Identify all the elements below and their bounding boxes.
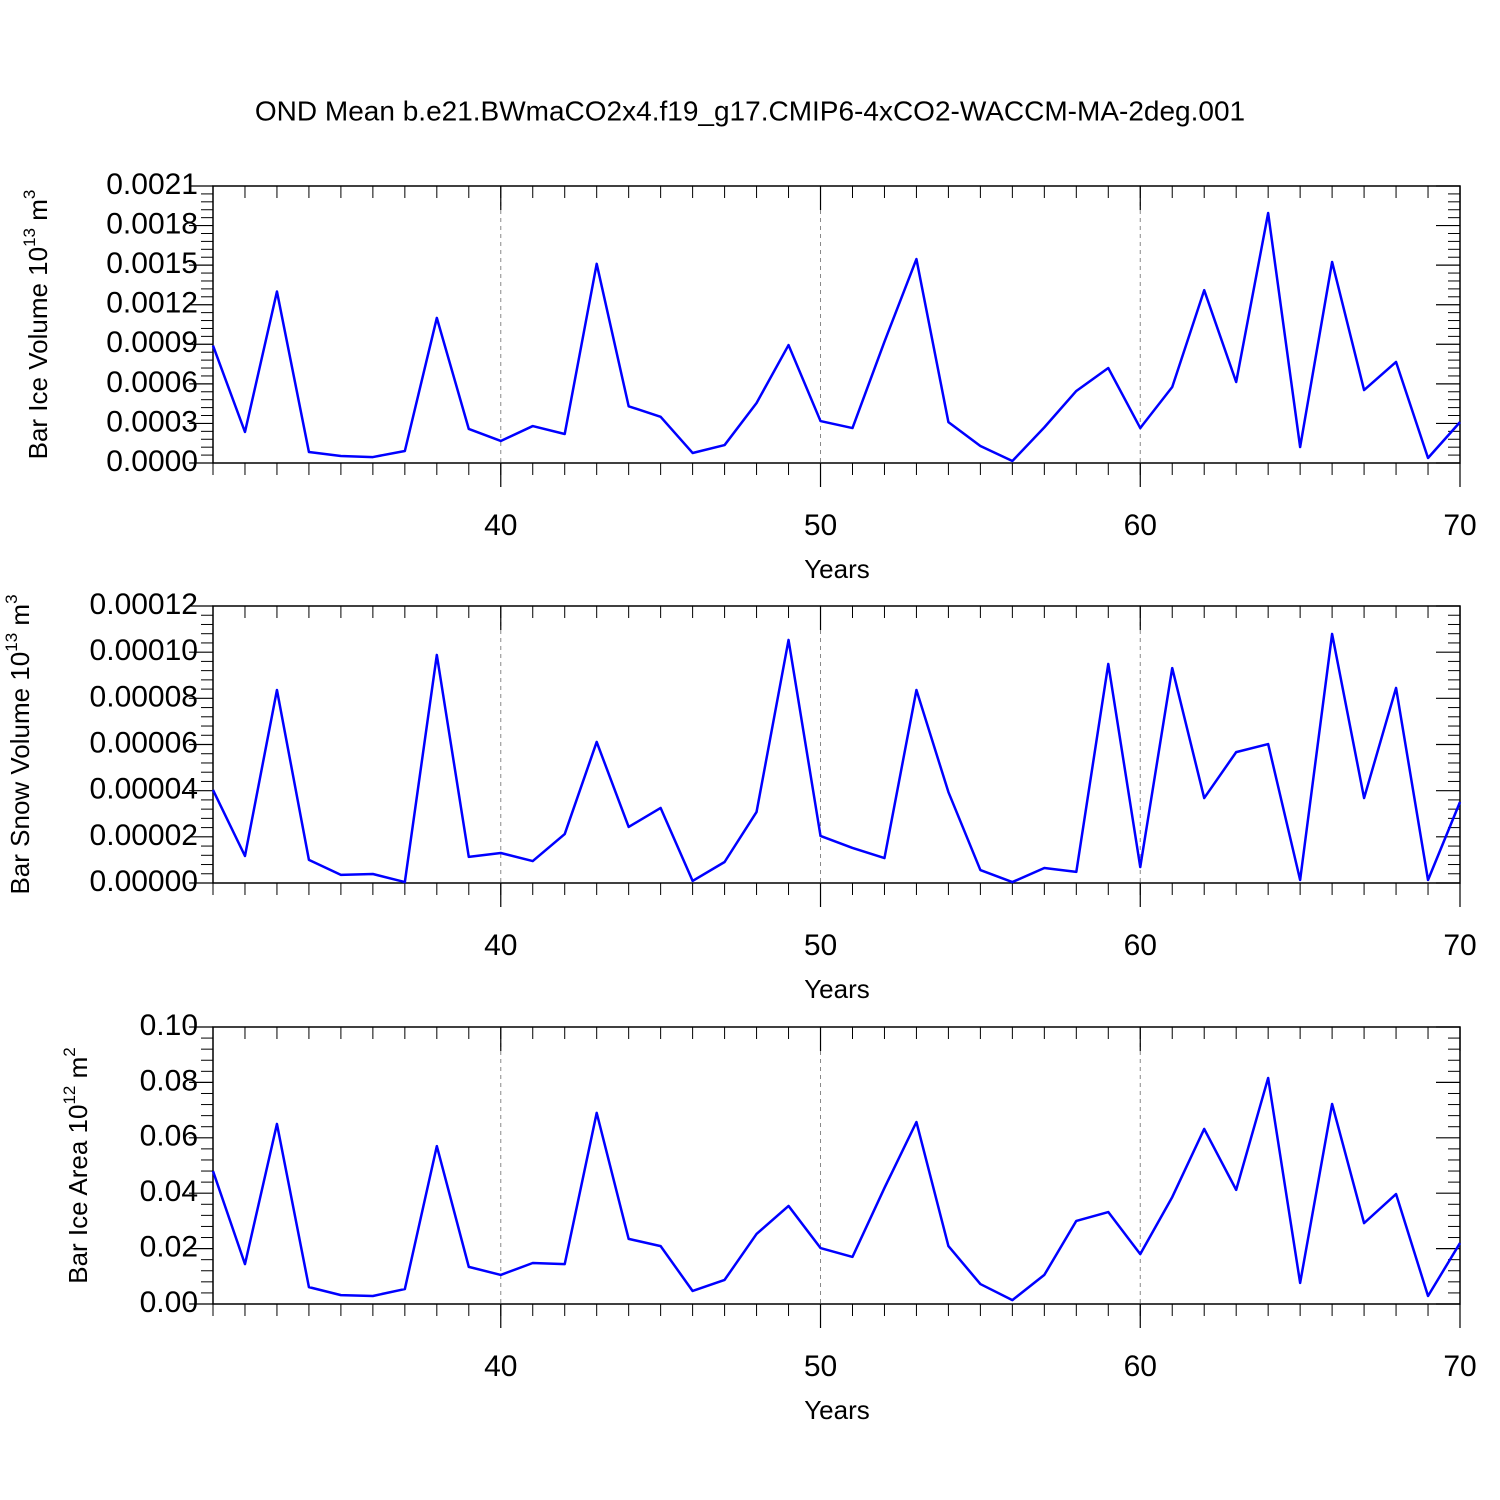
y-axis-label-exponent: 3 bbox=[2, 594, 21, 603]
x-tick-label: 40 bbox=[484, 509, 517, 542]
x-tick-label: 50 bbox=[804, 929, 837, 962]
y-axis-label-part: m bbox=[5, 604, 35, 633]
y-tick-label: 0.0009 bbox=[106, 326, 198, 359]
y-axis-label: Bar Snow Volume 1013 m3 bbox=[2, 594, 35, 894]
y-tick-label: 0.00000 bbox=[90, 865, 198, 898]
x-tick-label: 60 bbox=[1124, 929, 1157, 962]
x-tick-label: 40 bbox=[484, 929, 517, 962]
y-tick-label: 0.02 bbox=[140, 1231, 198, 1264]
x-tick-label: 60 bbox=[1124, 509, 1157, 542]
y-axis-label-part: Bar Ice Volume 10 bbox=[23, 247, 53, 459]
y-tick-label: 0.0015 bbox=[106, 247, 198, 280]
plot-frame bbox=[212, 1026, 1461, 1305]
y-tick-label: 0.0003 bbox=[106, 405, 198, 438]
y-tick-label: 0.00008 bbox=[90, 680, 198, 713]
y-axis-label-exponent: 3 bbox=[20, 190, 39, 199]
y-tick-label: 0.00002 bbox=[90, 819, 198, 852]
data-line bbox=[211, 1076, 1462, 1302]
x-tick-label: 60 bbox=[1124, 1350, 1157, 1383]
plot-frame bbox=[212, 185, 1461, 464]
data-line bbox=[211, 211, 1461, 463]
x-tick-label: 70 bbox=[1443, 509, 1476, 542]
x-axis-label: Years bbox=[804, 974, 870, 1004]
y-axis-label-part: Bar Ice Area 10 bbox=[63, 1105, 93, 1284]
y-axis-label: Bar Ice Area 1012 m2 bbox=[60, 1047, 93, 1284]
y-tick-label: 0.10 bbox=[140, 1009, 198, 1042]
y-tick-label: 0.04 bbox=[140, 1175, 198, 1208]
figure-title: OND Mean b.e21.BWmaCO2x4.f19_g17.CMIP6-4… bbox=[255, 95, 1245, 126]
x-tick-label: 40 bbox=[484, 1350, 517, 1383]
y-axis-label-exponent: 2 bbox=[60, 1047, 79, 1056]
x-tick-label: 70 bbox=[1443, 1350, 1476, 1383]
y-axis-label: Bar Ice Volume 1013 m3 bbox=[20, 190, 53, 460]
y-tick-label: 0.00 bbox=[140, 1286, 198, 1319]
y-tick-label: 0.0006 bbox=[106, 366, 198, 399]
y-tick-label: 0.08 bbox=[140, 1064, 198, 1097]
y-tick-label: 0.00010 bbox=[90, 634, 198, 667]
y-tick-label: 0.06 bbox=[140, 1120, 198, 1153]
y-axis-label-part: m bbox=[23, 199, 53, 228]
y-tick-label: 0.0018 bbox=[106, 207, 198, 240]
x-tick-label: 70 bbox=[1443, 929, 1476, 962]
x-tick-label: 50 bbox=[804, 509, 837, 542]
y-tick-label: 0.00004 bbox=[90, 773, 198, 806]
y-tick-label: 0.00012 bbox=[90, 588, 198, 621]
y-axis-label-part: Bar Snow Volume 10 bbox=[5, 652, 35, 895]
y-axis-label-exponent: 13 bbox=[2, 633, 21, 652]
x-axis-label: Years bbox=[804, 1395, 870, 1425]
y-tick-label: 0.0000 bbox=[106, 445, 198, 478]
y-axis-label-exponent: 12 bbox=[60, 1086, 79, 1105]
data-line bbox=[211, 632, 1462, 884]
y-axis-label-part: m bbox=[63, 1057, 93, 1086]
x-axis-label: Years bbox=[804, 554, 870, 584]
y-tick-label: 0.0012 bbox=[106, 287, 198, 320]
x-tick-label: 50 bbox=[804, 1350, 837, 1383]
y-axis-label-exponent: 13 bbox=[20, 228, 39, 247]
plot-frame bbox=[212, 605, 1461, 884]
y-tick-label: 0.00006 bbox=[90, 726, 198, 759]
y-tick-label: 0.0021 bbox=[106, 168, 198, 201]
